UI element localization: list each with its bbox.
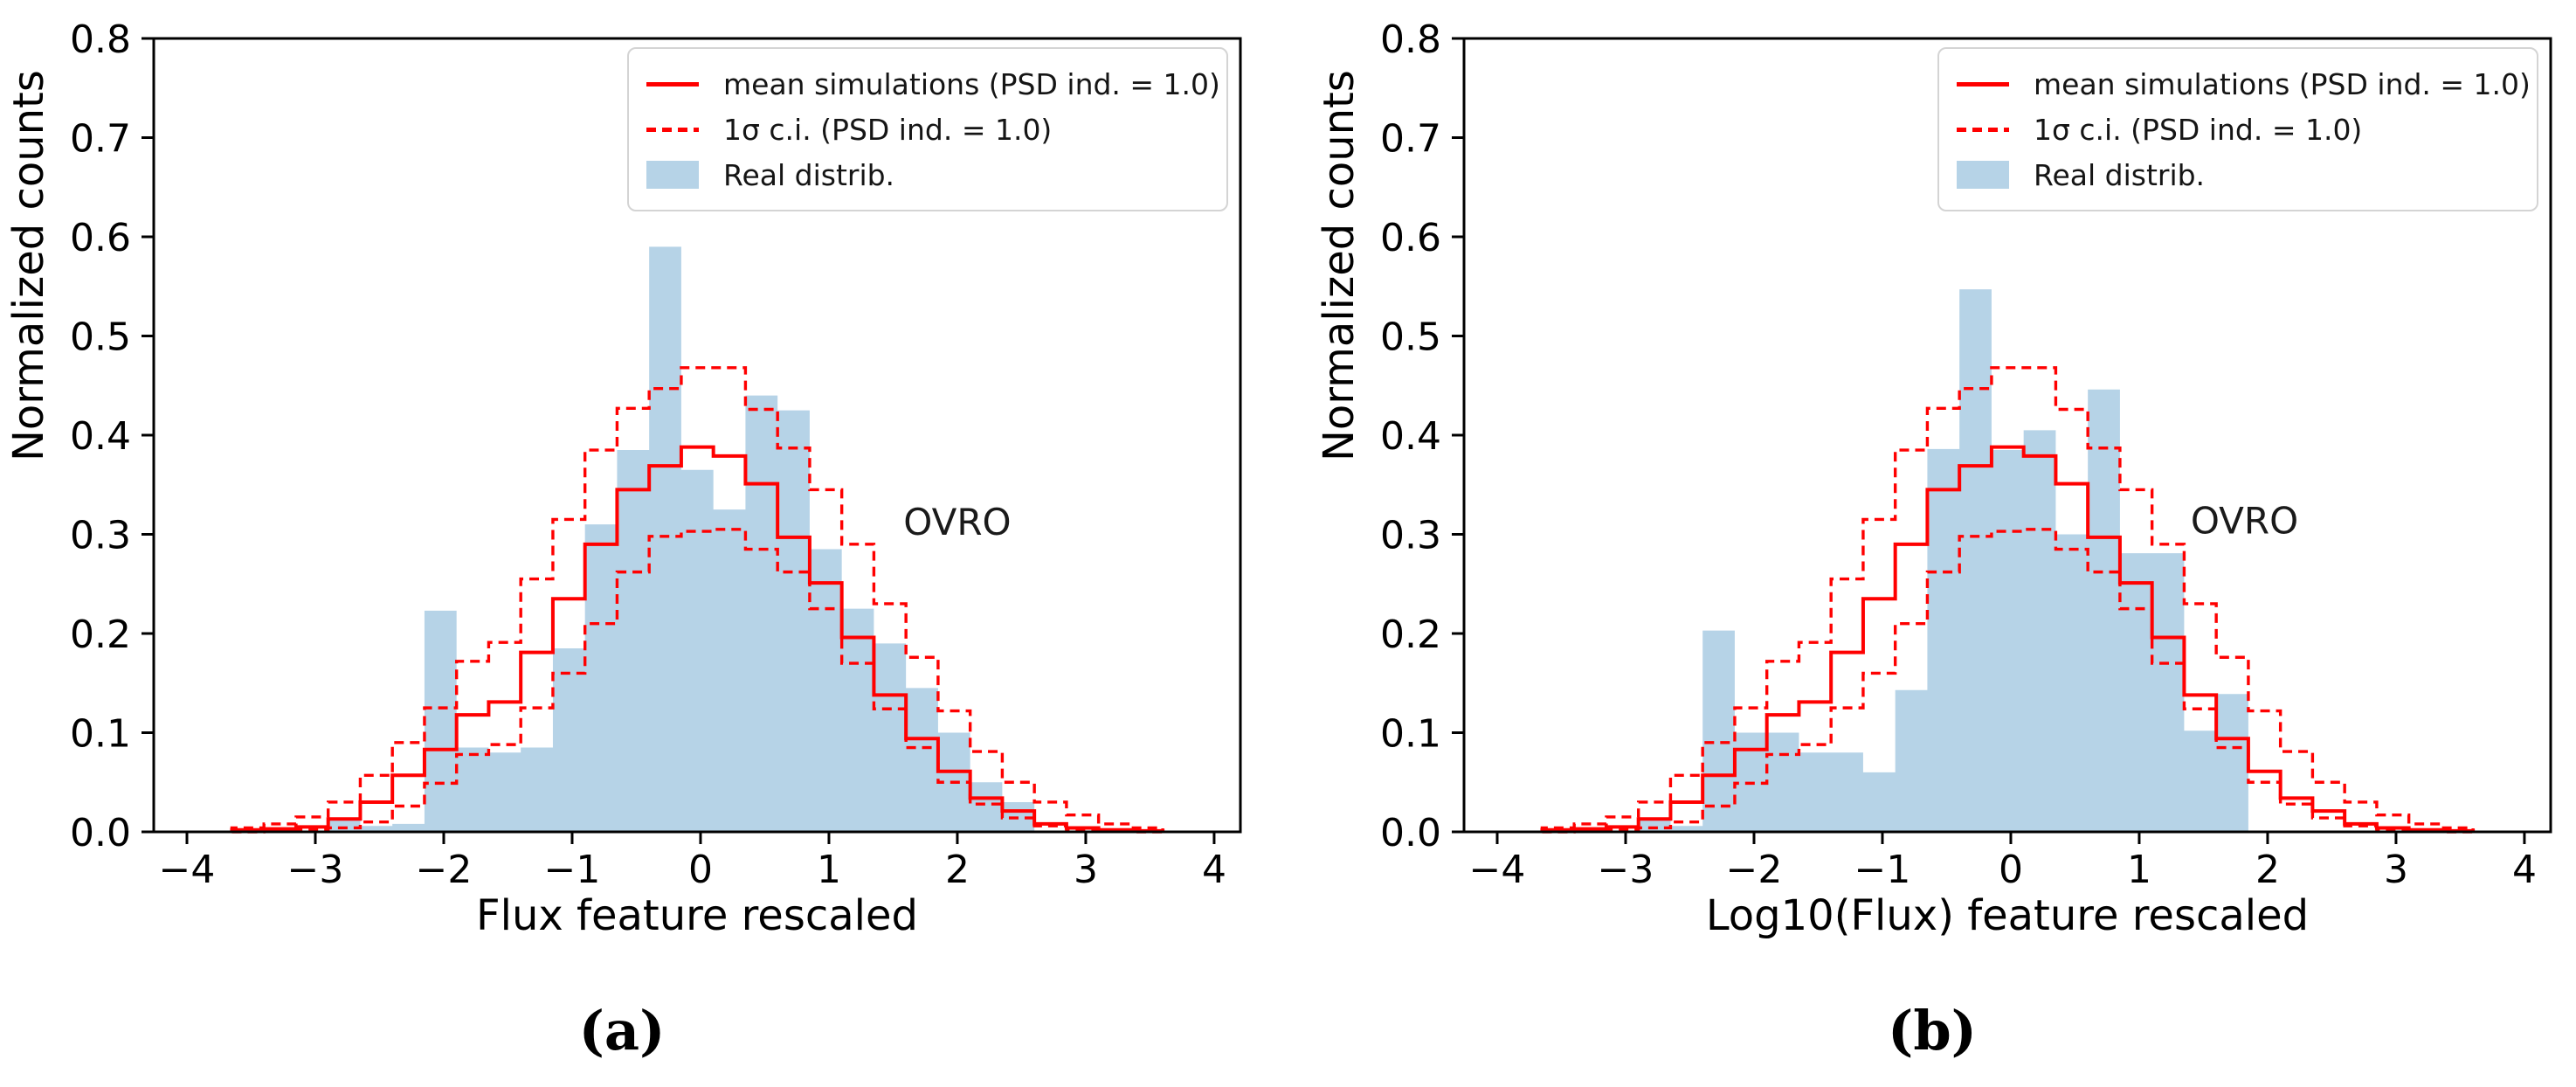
x-tick-label: 2: [2255, 848, 2280, 892]
x-tick-label: 2: [945, 848, 970, 892]
y-tick-label: 0.1: [1380, 712, 1441, 757]
x-tick-label: −3: [1598, 848, 1654, 892]
y-tick-label: 0.3: [1380, 514, 1441, 558]
legend-item: Real distrib.: [1957, 152, 2537, 197]
x-tick-label: −1: [544, 848, 601, 892]
plot-area: −4 −3 −2 −1 0 1 2 3 4 0.0 0.1 0.2 0.3 0.4 0.5 0.6 0.7 0.8…: [70, 17, 1242, 940]
x-tick-label: −2: [1726, 848, 1783, 892]
annotation-ovro: OVRO: [903, 501, 1011, 544]
legend-box: mean simulations (PSD ind. = 1.0) 1σ c.i.…: [1937, 47, 2538, 211]
y-tick-label: 0.2: [1380, 613, 1441, 657]
series-real-distrib: [1542, 289, 2474, 832]
legend-swatch-solid-line: [1957, 81, 2009, 87]
series-mean-simulations: [1540, 445, 2476, 833]
series-ci-lower: [231, 528, 1164, 834]
legend-item: 1σ c.i. (PSD ind. = 1.0): [646, 107, 1226, 152]
x-tick-label: 1: [2127, 848, 2151, 892]
legend-swatch-dashed-line: [1957, 127, 2009, 132]
plot-area: −4 −3 −2 −1 0 1 2 3 4 0.0 0.1 0.2 0.3 0.4 0.5 0.6 0.7 0.8…: [1380, 17, 2552, 940]
panel-label-b: (b): [1887, 999, 1978, 1063]
series-ci-lower: [1542, 528, 2474, 834]
y-tick-label: 0.8: [70, 17, 131, 62]
x-tick-label: 3: [2384, 848, 2408, 892]
y-tick-label: 0.4: [1380, 414, 1441, 459]
y-tick-label: 0.0: [1380, 811, 1441, 855]
legend-box: mean simulations (PSD ind. = 1.0) 1σ c.i.…: [627, 47, 1228, 211]
series-ci-upper: [1540, 366, 2475, 832]
legend-swatch-filled-rect: [646, 161, 699, 189]
x-tick-label: 1: [817, 848, 841, 892]
legend-label: 1σ c.i. (PSD ind. = 1.0): [723, 112, 1053, 147]
axes-panel-b: −4 −3 −2 −1 0 1 2 3 4 0.0 0.1 0.2 0.3 0.4 0.5 0.6 0.7 0.8…: [1380, 17, 2552, 940]
x-tick-label: 0: [688, 848, 713, 892]
legend-item: mean simulations (PSD ind. = 1.0): [646, 61, 1226, 107]
legend-item: mean simulations (PSD ind. = 1.0): [1957, 61, 2537, 107]
x-tick-label: 4: [2512, 848, 2537, 892]
y-tick-label: 0.6: [70, 216, 131, 260]
y-tick-label: 0.1: [70, 712, 131, 757]
legend-label: Real distrib.: [2034, 157, 2206, 192]
legend-swatch-solid-line: [646, 81, 699, 87]
y-tick-label: 0.8: [1380, 17, 1441, 62]
axes-panel-a: −4 −3 −2 −1 0 1 2 3 4 0.0 0.1 0.2 0.3 0.4 0.5 0.6 0.7 0.8…: [70, 17, 1242, 940]
legend-item: Real distrib.: [646, 152, 1226, 197]
y-tick-label: 0.3: [70, 514, 131, 558]
x-tick-label: −1: [1854, 848, 1911, 892]
y-axis-label-a: Normalized counts: [4, 70, 53, 461]
annotation-ovro: OVRO: [2191, 500, 2298, 543]
x-tick-label: −2: [416, 848, 473, 892]
x-axis-label: Log10(Flux) feature rescaled: [1706, 891, 2309, 940]
x-tick-label: 3: [1074, 848, 1098, 892]
x-axis-label: Flux feature rescaled: [476, 891, 918, 940]
y-tick-label: 0.7: [1380, 117, 1441, 162]
panel-label-a: (a): [578, 999, 666, 1063]
x-tick-label: −3: [287, 848, 344, 892]
legend-label: Real distrib.: [723, 157, 895, 192]
y-tick-label: 0.5: [70, 315, 131, 360]
y-tick-label: 0.4: [70, 414, 131, 459]
y-tick-label: 0.7: [70, 117, 131, 162]
legend-item: 1σ c.i. (PSD ind. = 1.0): [1957, 107, 2537, 152]
legend-label: mean simulations (PSD ind. = 1.0): [723, 66, 1220, 101]
x-tick-label: 0: [1999, 848, 2023, 892]
y-tick-label: 0.5: [1380, 315, 1441, 360]
y-axis-label-b: Normalized counts: [1315, 70, 1364, 461]
legend-label: 1σ c.i. (PSD ind. = 1.0): [2034, 112, 2363, 147]
x-tick-label: 4: [1202, 848, 1226, 892]
legend-label: mean simulations (PSD ind. = 1.0): [2034, 66, 2531, 101]
series-mean-simulations: [230, 445, 1165, 833]
y-tick-label: 0.0: [70, 811, 131, 855]
x-tick-label: −4: [159, 848, 216, 892]
y-tick-label: 0.2: [70, 613, 131, 657]
legend-swatch-dashed-line: [646, 127, 699, 132]
series-ci-upper: [230, 366, 1164, 832]
y-tick-label: 0.6: [1380, 216, 1441, 260]
legend-swatch-filled-rect: [1957, 161, 2009, 189]
x-tick-label: −4: [1469, 848, 1526, 892]
series-real-distrib: [231, 246, 1164, 833]
